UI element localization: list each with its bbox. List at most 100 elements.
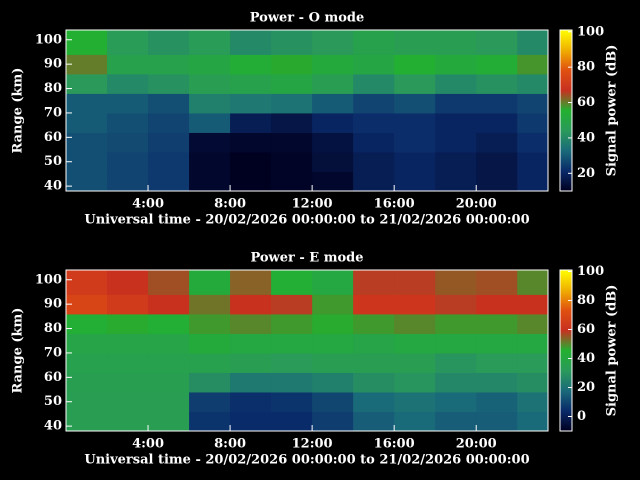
heatmap-cell [394, 54, 436, 75]
heatmap-cell [271, 372, 313, 393]
heatmap-cell [353, 112, 395, 133]
heatmap-cell [148, 411, 190, 432]
x-tick-label: 16:00 [374, 437, 415, 452]
heatmap-cell [271, 391, 313, 412]
y-tick-label: 60 [44, 370, 62, 385]
heatmap-cell [107, 372, 149, 393]
heatmap-cell [435, 391, 477, 412]
colorbar-tick-label: 100 [577, 264, 604, 279]
y-tick-label: 60 [44, 130, 62, 145]
heatmap-cell [517, 411, 549, 432]
colorbar-label: Signal power (dB) [605, 45, 620, 177]
heatmap-cell [107, 391, 149, 412]
heatmap-cell [394, 294, 436, 315]
heatmap-cell [189, 313, 231, 334]
heatmap-cell [476, 171, 518, 192]
colorbar-tick-label: 80 [577, 293, 595, 308]
heatmap-cell [148, 171, 190, 192]
heatmap-cell [435, 313, 477, 334]
x-axis-label: Universal time - 20/02/2026 00:00:00 to … [84, 453, 529, 468]
heatmap-cell [312, 333, 354, 354]
x-tick-label: 12:00 [292, 437, 333, 452]
chart-title: Power - E mode [250, 251, 363, 266]
heatmap-cell [148, 30, 190, 55]
heatmap-cell [107, 333, 149, 354]
heatmap-cell [476, 30, 518, 55]
heatmap-cell [189, 352, 231, 373]
heatmap-cell [148, 391, 190, 412]
y-tick-label: 70 [44, 105, 62, 120]
heatmap-cell [148, 132, 190, 153]
heatmap-cell [271, 151, 313, 172]
heatmap-cell [476, 93, 518, 114]
heatmap-cell [230, 151, 272, 172]
heatmap-cell [230, 112, 272, 133]
heatmap-cell [394, 73, 436, 94]
heatmap-cell [394, 151, 436, 172]
heatmap-cell [189, 73, 231, 94]
heatmap-cell [312, 93, 354, 114]
y-tick-label: 50 [44, 154, 62, 169]
heatmap-cell [353, 313, 395, 334]
heatmap-cell [189, 30, 231, 55]
heatmap-cell [394, 411, 436, 432]
heatmap-cell [66, 313, 108, 334]
heatmap-cell [107, 30, 149, 55]
colorbar [559, 269, 573, 432]
heatmap-cell [517, 313, 549, 334]
heatmap-cell [148, 54, 190, 75]
heatmap-cell [312, 391, 354, 412]
heatmap-cell [517, 93, 549, 114]
heatmap-cell [230, 54, 272, 75]
y-tick-label: 90 [44, 297, 62, 312]
heatmap-cell [271, 352, 313, 373]
heatmap-cell [394, 132, 436, 153]
heatmap-cell [66, 391, 108, 412]
heatmap-cell [517, 171, 549, 192]
heatmap-cell [435, 73, 477, 94]
heatmap-cell [271, 54, 313, 75]
heatmap-cell [230, 132, 272, 153]
heatmap-cell [517, 132, 549, 153]
plot-frame [65, 269, 549, 432]
x-tick-label: 12:00 [292, 197, 333, 212]
heatmap-cell [435, 93, 477, 114]
heatmap-cell [353, 372, 395, 393]
y-tick-label: 100 [35, 272, 62, 287]
heatmap-cell [189, 391, 231, 412]
heatmap-cell [230, 333, 272, 354]
heatmap-cell [66, 73, 108, 94]
heatmap-cell [107, 171, 149, 192]
heatmap-cell [230, 73, 272, 94]
colorbar-label: Signal power (dB) [605, 285, 620, 417]
heatmap-cell [476, 391, 518, 412]
heatmap-cell [189, 171, 231, 192]
heatmap-cell [66, 352, 108, 373]
heatmap-cell [394, 352, 436, 373]
x-tick-label: 4:00 [132, 197, 164, 212]
y-tick-label: 50 [44, 394, 62, 409]
heatmap-cell [312, 132, 354, 153]
heatmap-cell [517, 54, 549, 75]
heatmap-cell [394, 372, 436, 393]
heatmap-cell [271, 93, 313, 114]
heatmap-cell [517, 30, 549, 55]
heatmap-cell [148, 151, 190, 172]
heatmap-cell [312, 313, 354, 334]
heatmap-cell [353, 73, 395, 94]
heatmap-cell [435, 54, 477, 75]
heatmap-cell [435, 352, 477, 373]
heatmap-cell [435, 132, 477, 153]
colorbar-tick-label: 100 [577, 24, 604, 39]
heatmap-cell [66, 132, 108, 153]
heatmap-cell [394, 171, 436, 192]
heatmap-cell [394, 333, 436, 354]
heatmap-cell [148, 313, 190, 334]
heatmap-cell [107, 93, 149, 114]
heatmap-cell [435, 30, 477, 55]
y-tick-label: 40 [44, 419, 62, 434]
x-tick-label: 8:00 [214, 197, 246, 212]
heatmap-cell [271, 73, 313, 94]
heatmap-cell [353, 270, 395, 295]
